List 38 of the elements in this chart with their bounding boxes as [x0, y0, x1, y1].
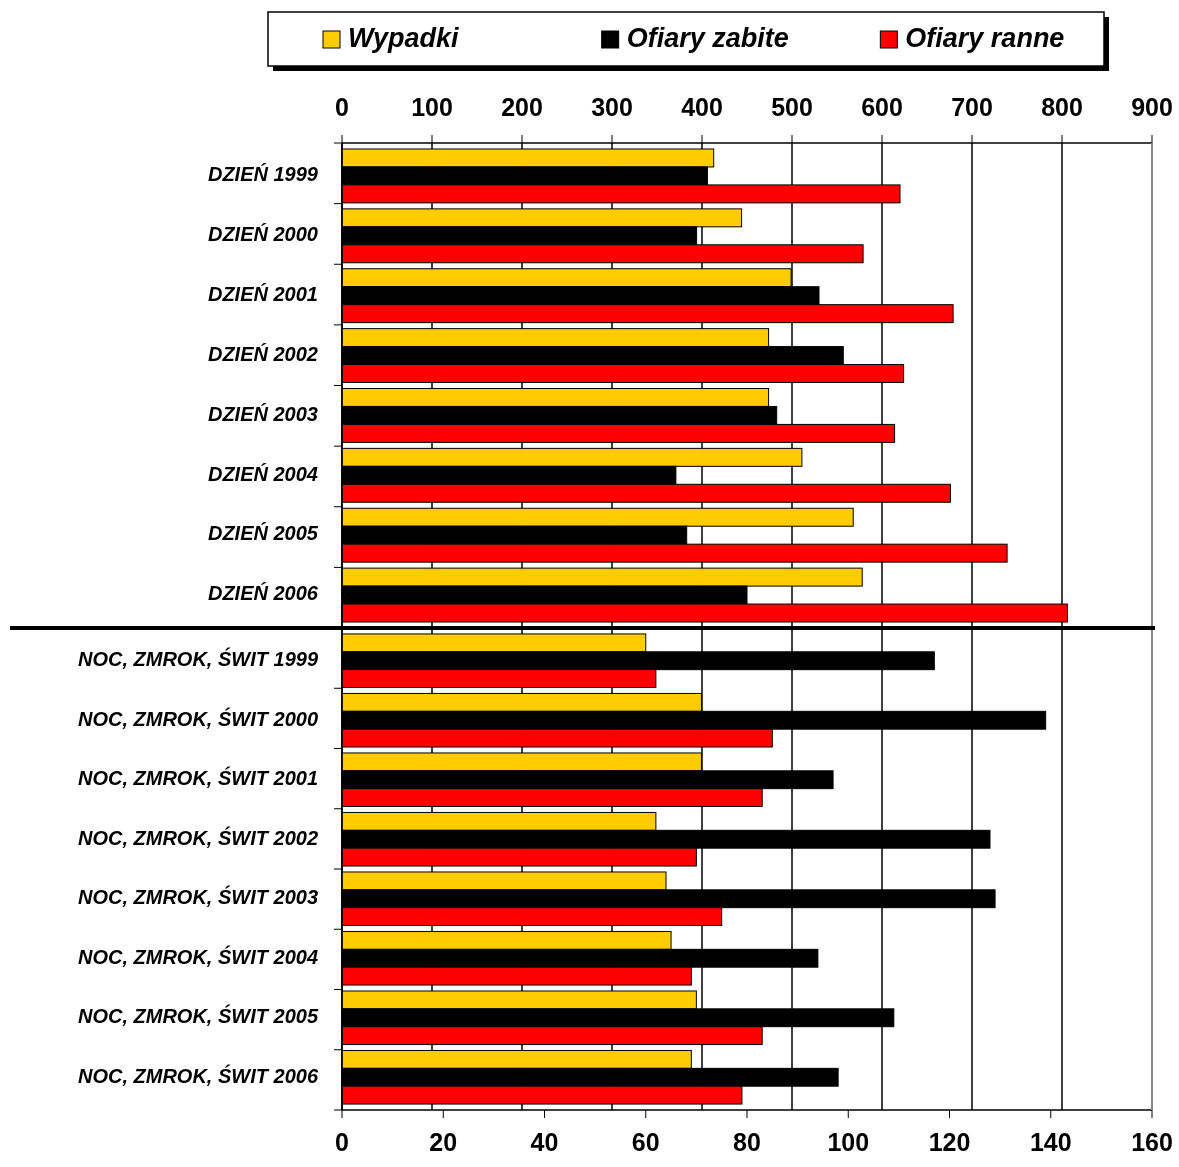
legend-label: Wypadki	[348, 23, 460, 54]
y-tick-label: NOC, ZMROK, ŚWIT 2000	[77, 706, 318, 730]
x-tick-label: 300	[591, 92, 633, 121]
x-tick-label: 800	[1041, 92, 1083, 121]
y-tick-label: NOC, ZMROK, ŚWIT 1999	[77, 647, 319, 671]
y-tick-label: DZIEŃ 2000	[207, 222, 318, 246]
y-tick-label: DZIEŃ 2004	[207, 461, 318, 485]
x-tick-label: 160	[1131, 1127, 1173, 1156]
x-tick-label: 40	[530, 1127, 559, 1156]
y-tick-label: NOC, ZMROK, ŚWIT 2004	[77, 944, 318, 968]
x-tick-label: 120	[928, 1127, 971, 1156]
y-tick-label: DZIEŃ 2005	[207, 521, 319, 545]
y-tick-label: NOC, ZMROK, ŚWIT 2006	[77, 1063, 319, 1087]
y-tick-label: NOC, ZMROK, ŚWIT 2005	[77, 1004, 319, 1028]
x-tick-label: 60	[631, 1127, 660, 1156]
y-tick-label: DZIEŃ 2003	[207, 401, 318, 425]
y-tick-label: DZIEŃ 2001	[207, 281, 318, 305]
y-tick-label: NOC, ZMROK, ŚWIT 2001	[77, 766, 318, 790]
legend-label: Ofiary ranne	[905, 23, 1065, 54]
y-tick-label: DZIEŃ 1999	[207, 162, 319, 186]
x-tick-label: 100	[411, 92, 453, 121]
x-tick-label: 400	[681, 92, 723, 121]
x-tick-label: 700	[951, 92, 993, 121]
x-tick-label: 100	[827, 1127, 870, 1156]
x-tick-label: 80	[733, 1127, 761, 1156]
y-tick-label: DZIEŃ 2002	[207, 341, 318, 365]
y-tick-label: DZIEŃ 2006	[207, 581, 319, 605]
x-tick-label: 500	[771, 92, 813, 121]
x-tick-label: 0	[335, 92, 349, 121]
x-tick-label: 900	[1131, 92, 1173, 121]
x-tick-label: 200	[501, 92, 543, 121]
y-tick-label: NOC, ZMROK, ŚWIT 2002	[77, 825, 318, 849]
x-tick-label: 140	[1029, 1127, 1072, 1156]
x-tick-label: 0	[335, 1127, 349, 1156]
x-tick-label: 600	[861, 92, 903, 121]
x-tick-label: 20	[429, 1127, 458, 1156]
y-tick-label: NOC, ZMROK, ŚWIT 2003	[77, 885, 318, 909]
legend-label: Ofiary zabite	[626, 23, 789, 54]
